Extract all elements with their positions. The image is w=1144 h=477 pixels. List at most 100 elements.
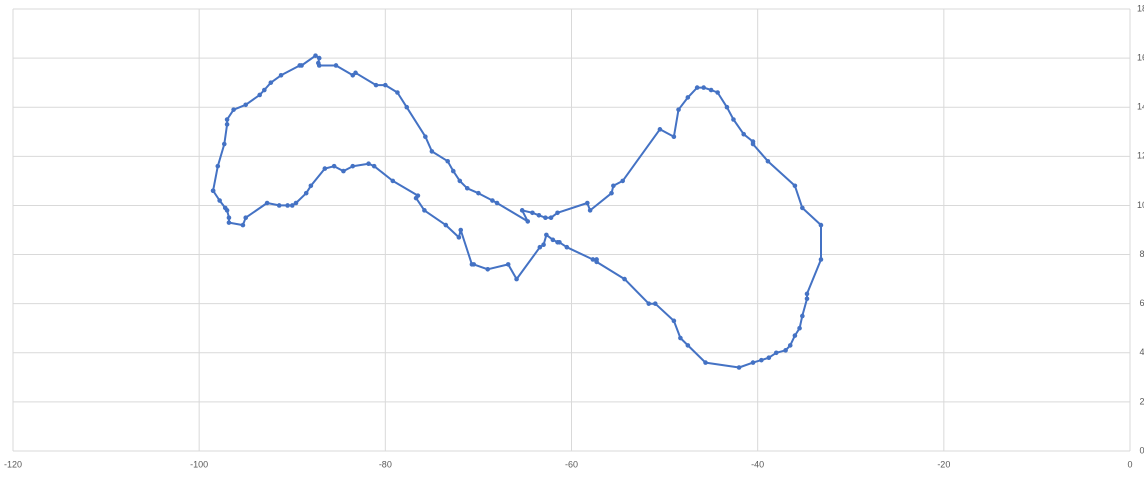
point <box>331 163 337 169</box>
y-tick-label: 8 <box>1139 249 1144 259</box>
point <box>222 205 228 211</box>
point <box>458 227 464 233</box>
point <box>594 257 599 262</box>
point <box>404 104 410 110</box>
point <box>333 63 339 68</box>
point <box>514 276 519 282</box>
point <box>257 92 262 98</box>
point <box>548 215 554 221</box>
point <box>485 266 491 272</box>
point <box>792 333 798 338</box>
point <box>371 163 377 169</box>
point <box>555 239 560 245</box>
series-line <box>212 54 822 369</box>
point <box>657 127 663 132</box>
point <box>450 168 456 174</box>
point <box>818 222 824 228</box>
point <box>544 232 549 238</box>
point <box>609 190 614 196</box>
point <box>457 178 463 184</box>
point <box>736 365 742 370</box>
point <box>694 85 700 90</box>
point <box>590 257 596 262</box>
point <box>429 149 435 154</box>
point <box>759 357 764 363</box>
point <box>797 325 802 331</box>
point <box>787 343 793 348</box>
point <box>611 183 616 189</box>
point <box>550 237 556 243</box>
x-tick-label: -20 <box>937 459 950 469</box>
point <box>678 335 683 341</box>
point <box>224 122 230 127</box>
x-tick-label: -40 <box>751 459 764 469</box>
x-tick-label: -60 <box>565 459 578 469</box>
y-tick-label: 10 <box>1137 200 1144 210</box>
point <box>316 63 322 68</box>
point <box>750 360 756 365</box>
point <box>536 212 542 218</box>
point <box>505 262 511 267</box>
point <box>276 203 282 208</box>
y-tick-label: 2 <box>1139 396 1144 406</box>
point <box>800 205 805 211</box>
point <box>243 102 249 108</box>
point <box>383 82 388 88</box>
y-tick-label: 4 <box>1139 347 1144 357</box>
point <box>783 348 788 353</box>
point <box>443 222 449 228</box>
point <box>804 296 810 302</box>
y-tick-label: 18 <box>1137 3 1144 13</box>
point <box>240 222 246 228</box>
point <box>395 90 400 95</box>
point <box>715 90 720 95</box>
point <box>564 244 570 250</box>
point <box>445 158 450 164</box>
point <box>293 200 299 206</box>
y-tick-label: 14 <box>1137 102 1144 112</box>
point <box>221 141 227 147</box>
point <box>299 63 304 68</box>
point <box>703 360 708 365</box>
x-tick-label: -100 <box>190 459 208 469</box>
point <box>243 215 249 221</box>
x-tick-label: 0 <box>1127 459 1132 469</box>
point <box>217 198 222 203</box>
point <box>469 262 475 267</box>
point <box>519 208 525 213</box>
point <box>494 200 500 206</box>
point <box>530 210 535 216</box>
point <box>350 163 356 169</box>
point <box>322 166 328 171</box>
y-tick-label: 12 <box>1137 151 1144 161</box>
point <box>543 215 548 221</box>
point <box>285 203 290 208</box>
x-tick-label: -120 <box>4 459 22 469</box>
point <box>278 73 284 78</box>
point <box>685 343 691 348</box>
point <box>456 235 462 240</box>
point <box>476 190 481 196</box>
point <box>708 87 714 93</box>
point <box>587 208 593 213</box>
point <box>671 318 677 324</box>
point <box>464 185 470 191</box>
point <box>818 257 824 262</box>
point <box>652 301 658 306</box>
point <box>231 107 236 112</box>
point <box>766 355 772 360</box>
point <box>415 193 421 198</box>
point <box>303 190 309 196</box>
point <box>353 70 358 76</box>
point <box>210 188 216 194</box>
point <box>313 53 318 58</box>
y-tick-label: 0 <box>1139 445 1144 455</box>
point <box>724 104 730 110</box>
point <box>289 203 295 208</box>
point <box>676 107 681 112</box>
point <box>490 198 495 203</box>
point <box>773 350 779 356</box>
point <box>800 313 805 319</box>
point <box>620 178 625 184</box>
